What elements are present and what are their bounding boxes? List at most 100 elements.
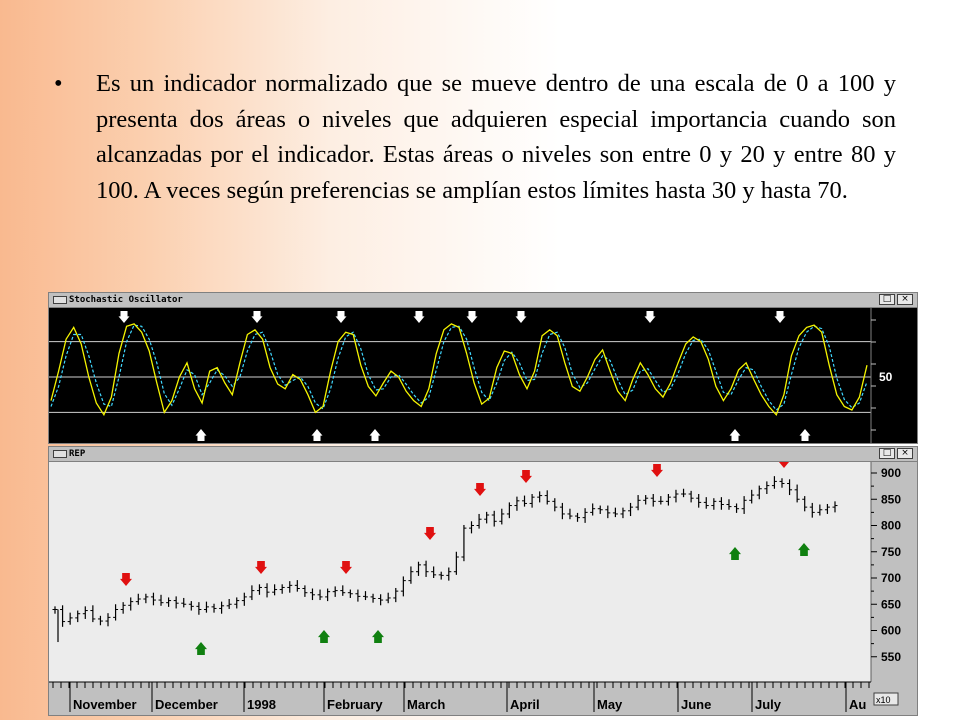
close-icon[interactable]: × — [897, 448, 913, 459]
close-icon[interactable]: × — [897, 294, 913, 305]
slide-paragraph: Es un indicador normalizado que se mueve… — [96, 70, 896, 204]
ohlc-bar — [597, 505, 603, 514]
ohlc-bar — [135, 593, 141, 605]
oscillator-sell-arrow — [644, 311, 656, 323]
price-plot-area — [49, 462, 871, 682]
ohlc-bar — [590, 503, 596, 516]
ohlc-bar — [658, 496, 664, 505]
restore-icon[interactable]: □ — [879, 294, 895, 305]
month-label: 1998 — [247, 697, 276, 712]
sell-signal-arrow — [651, 464, 663, 477]
oscillator-buy-arrow — [799, 429, 811, 441]
window-menu-icon[interactable] — [53, 296, 67, 304]
ohlc-bar — [150, 592, 156, 606]
sell-signal-arrow — [424, 527, 436, 540]
sell-signal-arrow — [778, 462, 790, 468]
ohlc-bar — [378, 594, 384, 606]
month-label: February — [327, 697, 383, 712]
ohlc-bar — [67, 612, 73, 625]
stochastic-oscillator-window: Stochastic Oscillator □ × 50 — [48, 292, 918, 444]
sell-signal-arrow — [255, 561, 267, 574]
ohlc-bar — [688, 490, 694, 503]
ohlc-bar — [741, 496, 747, 514]
ohlc-bar — [491, 510, 497, 527]
ohlc-bar — [211, 603, 217, 613]
buy-signal-arrow — [729, 547, 741, 560]
ohlc-bar — [824, 503, 830, 514]
ohlc-bar — [673, 489, 679, 503]
ohlc-bar — [582, 508, 588, 523]
ohlc-bar — [173, 596, 179, 609]
ohlc-bar — [75, 610, 81, 623]
ohlc-bar — [734, 503, 740, 513]
scale-box — [873, 692, 899, 706]
ohlc-bar — [181, 597, 187, 608]
ohlc-bar — [234, 597, 240, 609]
ohlc-bar — [438, 571, 444, 580]
ohlc-bar — [575, 512, 581, 522]
price-chart: 900 850 800 750 700 650 600 550 x10 November Decem… — [49, 462, 917, 715]
ohlc-bar — [696, 494, 702, 508]
oscillator-buy-arrow — [369, 429, 381, 441]
month-label: April — [510, 697, 540, 712]
ohlc-bar — [294, 580, 300, 592]
oscillator-background — [49, 308, 917, 443]
ohlc-bar — [506, 502, 512, 519]
ohlc-bar — [279, 584, 285, 594]
ohlc-bar — [302, 585, 308, 597]
ohlc-bar — [82, 606, 88, 619]
ohlc-bar — [188, 601, 194, 611]
ohlc-bars — [52, 476, 838, 627]
ohlc-bar — [264, 583, 270, 598]
ohlc-bar — [522, 495, 528, 507]
buy-signal-arrow — [195, 642, 207, 655]
ohlc-bar — [105, 613, 111, 627]
month-label: July — [755, 697, 782, 712]
ohlc-bar — [832, 501, 838, 513]
month-label: May — [597, 697, 623, 712]
oscillator-sell-arrow — [413, 311, 425, 323]
ohlc-bar — [484, 511, 490, 524]
ohlc-bar — [718, 497, 724, 510]
ohlc-bar — [809, 502, 815, 518]
ohlc-bar — [143, 593, 149, 604]
ohlc-bar — [756, 485, 762, 500]
ohlc-bar — [128, 597, 134, 611]
ohlc-bar — [408, 566, 414, 584]
oscillator-titlebar[interactable]: Stochastic Oscillator □ × — [49, 293, 917, 308]
ohlc-bar — [120, 602, 126, 614]
ohlc-bar — [219, 601, 225, 614]
oscillator-buy-arrow — [311, 429, 323, 441]
ohlc-bar — [400, 576, 406, 597]
oscillator-sell-arrow — [335, 311, 347, 323]
price-titlebar[interactable]: REP □ × — [49, 447, 917, 462]
window-menu-icon[interactable] — [53, 450, 67, 458]
ohlc-bar — [537, 491, 543, 503]
ohlc-bar — [794, 484, 800, 503]
ohlc-bar — [681, 488, 687, 498]
price-tick-label: 700 — [881, 571, 901, 585]
price-tick-label: 600 — [881, 624, 901, 638]
ohlc-bar — [605, 505, 611, 519]
ohlc-bar — [817, 504, 823, 516]
ohlc-bar — [272, 584, 278, 596]
restore-icon[interactable]: □ — [879, 448, 895, 459]
ohlc-bar — [52, 606, 58, 614]
ohlc-bar — [703, 497, 709, 509]
ohlc-bar — [415, 561, 421, 576]
ohlc-bar — [514, 496, 520, 511]
ohlc-bar — [340, 585, 346, 596]
rep-price-window: REP □ × 900 850 800 750 700 650 600 550 x10 Novem… — [48, 446, 918, 716]
ohlc-bar — [620, 507, 626, 519]
month-label: December — [155, 697, 218, 712]
ohlc-bar — [203, 601, 209, 613]
ohlc-bar — [113, 604, 119, 621]
ohlc-bar — [317, 589, 323, 601]
buy-signal-arrow — [372, 630, 384, 643]
sell-signal-arrow — [520, 470, 532, 483]
ohlc-bar — [332, 586, 338, 597]
oscillator-axis-label: 50 — [879, 370, 893, 384]
ohlc-bar — [469, 521, 475, 534]
d-line-series — [50, 324, 868, 411]
price-tick-label: 900 — [881, 466, 901, 480]
